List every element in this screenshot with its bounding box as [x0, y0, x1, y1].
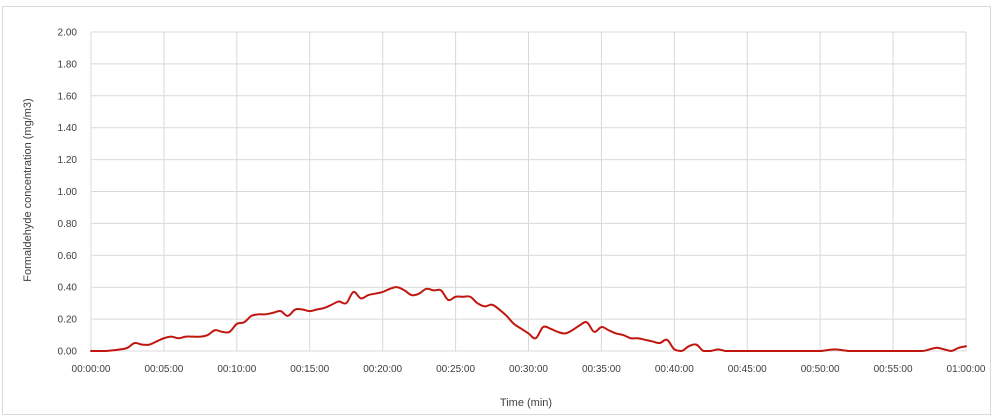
- x-tick-label: 00:25:00: [436, 364, 475, 375]
- x-tick-label: 00:55:00: [874, 364, 913, 375]
- y-tick-label: 0.40: [58, 283, 78, 294]
- x-tick-label: 00:00:00: [72, 364, 111, 375]
- x-tick-label: 00:35:00: [582, 364, 621, 375]
- chart-frame: [2, 6, 991, 415]
- y-tick-labels: 0.00 0.20 0.40 0.60 0.80 1.00 1.20 1.40 1.60 1.80…: [58, 28, 78, 358]
- x-tick-label: 00:10:00: [217, 364, 256, 375]
- x-tick-label: 01:00:00: [947, 364, 986, 375]
- x-tick-label: 00:40:00: [655, 364, 694, 375]
- y-tick-label: 0.80: [58, 219, 78, 230]
- x-tick-label: 00:50:00: [801, 364, 840, 375]
- x-axis-title: Time (min): [500, 397, 552, 409]
- x-tick-label: 00:20:00: [363, 364, 402, 375]
- y-tick-label: 0.20: [58, 315, 78, 326]
- y-tick-label: 1.40: [58, 123, 78, 134]
- series-layer: [90, 286, 967, 352]
- grid-layer: [90, 31, 967, 352]
- x-tick-label: 00:05:00: [144, 364, 183, 375]
- x-tick-label: 00:30:00: [509, 364, 548, 375]
- y-tick-label: 2.00: [58, 28, 78, 39]
- y-axis-title: Formaldehyde concentration (mg/m3): [22, 98, 34, 281]
- y-tick-label: 1.60: [58, 91, 78, 102]
- y-tick-label: 1.80: [58, 59, 78, 70]
- y-tick-label: 0.00: [58, 347, 78, 358]
- x-tick-label: 00:15:00: [290, 364, 329, 375]
- x-tick-labels: 00:00:00 00:05:00 00:10:00 00:15:00 00:20:00…: [72, 364, 986, 375]
- y-tick-label: 1.20: [58, 155, 78, 166]
- x-tick-label: 00:45:00: [728, 364, 767, 375]
- series-line: [90, 286, 967, 352]
- y-tick-label: 0.60: [58, 251, 78, 262]
- y-tick-label: 1.00: [58, 187, 78, 198]
